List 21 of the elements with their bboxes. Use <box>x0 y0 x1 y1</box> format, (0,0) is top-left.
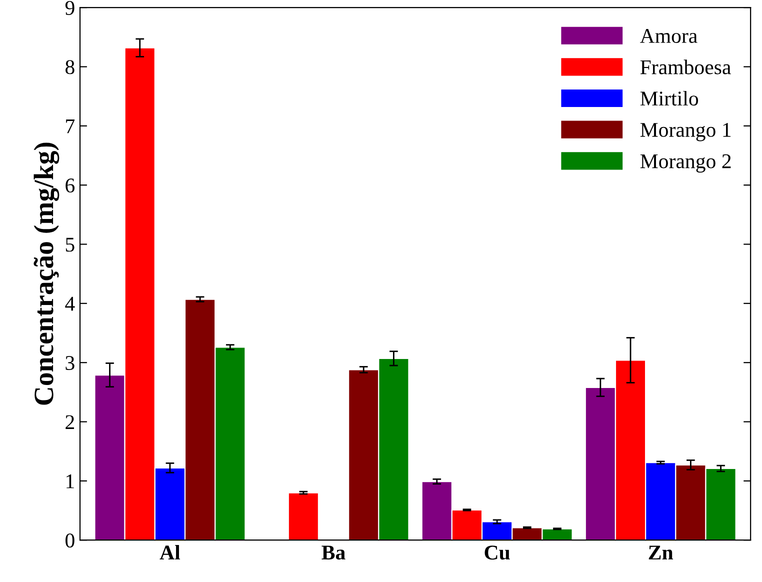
y-tick-label: 2 <box>66 415 74 429</box>
y-tick-label: 1 <box>66 474 74 488</box>
x-tick-label: Ba <box>322 546 346 560</box>
y-tick-label: 5 <box>66 238 74 252</box>
legend-label: Amora <box>640 29 698 43</box>
y-axis-title: Concentração (mg/kg) <box>34 142 60 405</box>
legend-label: Morango 1 <box>640 122 731 142</box>
y-tick-label: 7 <box>66 119 75 134</box>
y-tick-label: 3 <box>66 356 74 370</box>
y-tick-label: 4 <box>65 296 75 311</box>
x-tick-label: Al <box>160 544 180 560</box>
legend-label: Mirtilo <box>640 90 698 106</box>
y-tick-label: 6 <box>66 178 75 193</box>
y-tick-label: 9 <box>65 1 74 15</box>
legend-label: Morango 2 <box>640 154 731 173</box>
bar <box>288 492 320 540</box>
x-tick-label: Zn <box>648 546 674 560</box>
y-tick-label: 8 <box>66 60 74 74</box>
x-tick-label: Cu <box>484 546 510 560</box>
y-tick-label: 0 <box>66 533 74 548</box>
legend-label: Framboesa <box>640 60 731 74</box>
